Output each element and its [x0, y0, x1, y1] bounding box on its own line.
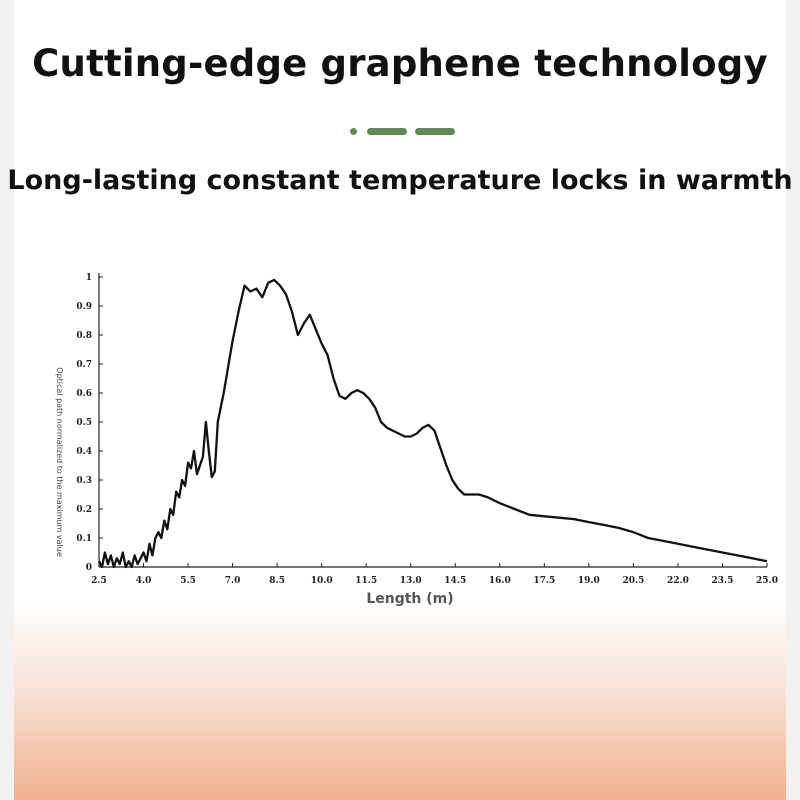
y-tick-label: 0.7	[76, 360, 92, 370]
x-tick-label: 14.5	[444, 576, 466, 586]
x-tick-label: 7.0	[225, 576, 241, 586]
y-tick-label: 0.8	[76, 331, 92, 341]
x-tick-label: 17.5	[533, 576, 555, 586]
page-subtitle: Long-lasting constant temperature locks …	[7, 165, 793, 196]
x-axis-ticks: 2.5 4.0 5.5 7.0 8.5 10.0 11.5 13.0 14.5 16.0 17.5 1…	[91, 563, 778, 586]
x-tick-label: 22.0	[667, 576, 689, 586]
page-title: Cutting-edge graphene technology	[32, 42, 768, 85]
series-line	[97, 278, 768, 569]
x-tick-label: 11.5	[355, 576, 377, 586]
x-tick-label: 16.0	[489, 576, 511, 586]
y-tick-label: 0	[86, 563, 92, 573]
y-tick-label: 0.2	[76, 505, 92, 515]
y-tick-label: 0.5	[76, 418, 92, 428]
x-tick-label: 8.5	[269, 576, 285, 586]
y-tick-label: 1	[86, 273, 92, 283]
line-chart: 0 0.1 0.2 0.3 0.4 0.5 0.6 0.7 0.8 0.9 1 2.5 4.0 5.5 7…	[55, 273, 778, 607]
y-tick-label: 0.1	[76, 534, 92, 544]
x-tick-label: 5.5	[180, 576, 196, 586]
decorative-divider	[0, 127, 800, 137]
x-tick-label: 4.0	[136, 576, 152, 586]
graphene-texture-background	[14, 600, 786, 800]
x-tick-label: 2.5	[91, 576, 107, 586]
y-tick-label: 0.9	[76, 302, 92, 312]
y-tick-label: 0.4	[76, 447, 92, 457]
chart-axes	[98, 273, 767, 568]
x-axis-label: Length (m)	[366, 591, 453, 607]
y-axis-ticks: 0 0.1 0.2 0.3 0.4 0.5 0.6 0.7 0.8 0.9 1	[76, 273, 103, 573]
divider-dash	[367, 128, 407, 135]
y-axis-label: Optical path normalized to the maximum v…	[55, 367, 64, 557]
divider-dash	[415, 128, 455, 135]
divider-dot	[350, 128, 357, 135]
x-tick-label: 19.0	[578, 576, 600, 586]
y-tick-label: 0.6	[76, 389, 92, 399]
x-tick-label: 13.0	[400, 576, 422, 586]
x-tick-label: 20.5	[622, 576, 644, 586]
x-tick-label: 10.0	[311, 576, 333, 586]
y-tick-label: 0.3	[76, 476, 92, 486]
x-tick-label: 25.0	[756, 576, 778, 586]
x-tick-label: 23.5	[712, 576, 734, 586]
